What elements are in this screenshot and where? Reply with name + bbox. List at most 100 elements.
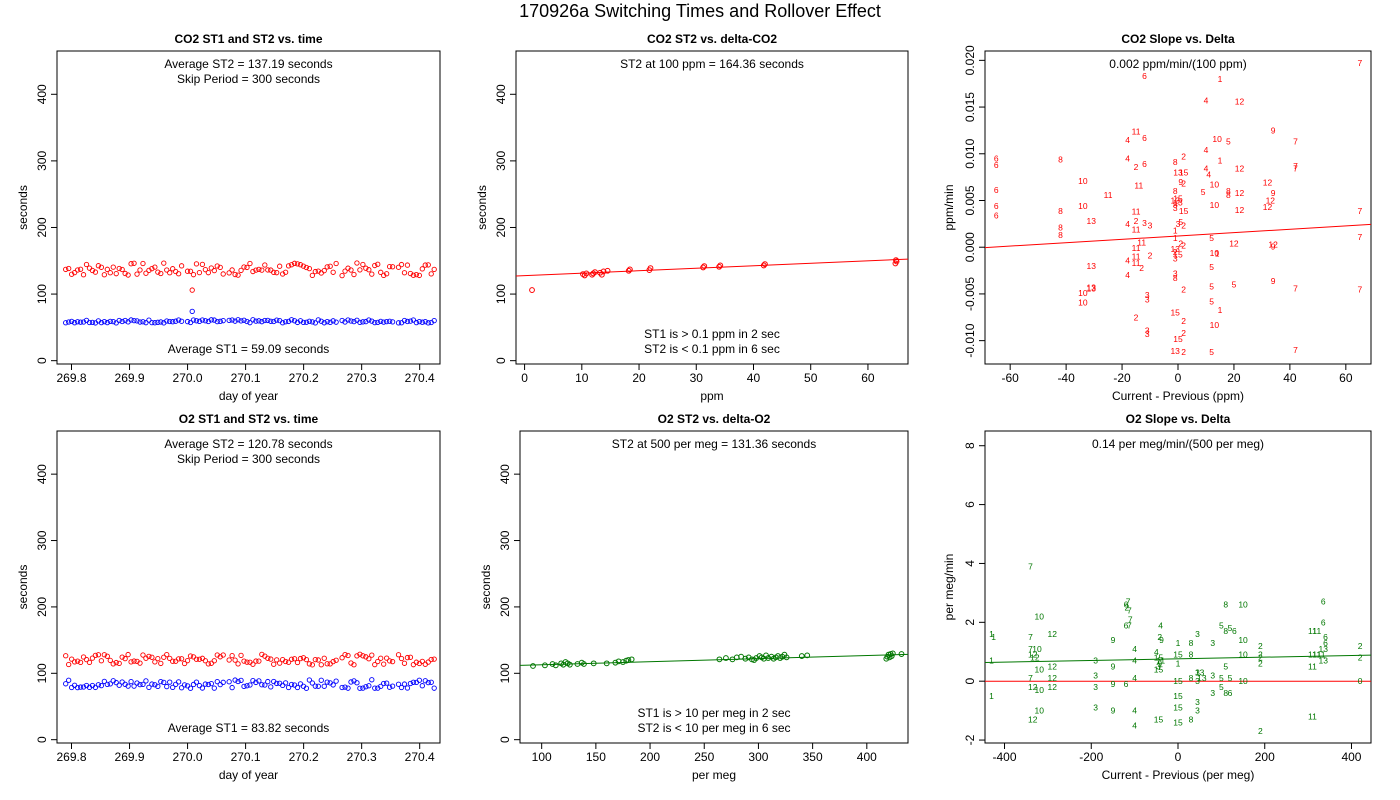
x-tick-label: 270.1 [231,371,261,385]
data-point-st2 [149,266,155,272]
data-point-st1 [134,680,140,686]
data-point-st2 [416,272,422,279]
data-point-st1 [360,685,366,691]
data-point-st1 [285,684,292,691]
data-point-st1 [250,317,256,323]
labeled-point: 3 [1176,219,1181,229]
data-point-st1 [431,317,437,324]
labeled-point: 2 [1181,179,1186,189]
data-point [783,654,790,661]
data-point-st2 [193,656,200,662]
labeled-point: 8 [1226,190,1231,200]
data-point-st2 [77,659,84,666]
data-point-st2 [175,656,182,662]
x-tick-label: 0 [1175,750,1182,764]
labeled-point: 11 [1132,224,1141,234]
annotation-slope: 0.002 ppm/min/(100 ppm) [1109,57,1246,71]
data-point-st2 [104,266,110,272]
labeled-point: 7 [1357,284,1362,294]
labeled-point: 2 [1181,284,1186,294]
data-point-st2 [229,652,235,659]
labeled-point: 5 [1223,661,1228,671]
data-point-st2 [173,268,179,275]
data-point-st1 [389,319,396,325]
labeled-point: 1 [1218,305,1223,315]
data-point-st2 [146,653,152,660]
data-point-st2 [187,268,194,274]
labeled-point: 7 [1028,644,1033,654]
data-point [583,270,590,277]
data-point-st2 [357,267,363,273]
data-point-st1 [128,317,134,323]
data-point-st1 [149,320,155,326]
data-point-st1 [348,679,354,685]
data-point-st2 [164,651,170,658]
data-point-st2 [241,264,247,270]
labeled-point: 3 [1195,676,1200,686]
data-point-st2 [274,657,280,663]
labeled-point: 4 [1204,96,1209,106]
data-point-st2 [119,654,125,660]
labeled-point: 12 [1047,661,1057,671]
data-point-st2 [312,268,318,275]
data-point [804,652,811,659]
data-point [898,651,905,657]
data-point-st2 [205,270,211,276]
labeled-point: 2 [1181,221,1186,231]
data-point-st2 [167,270,173,276]
x-tick-label: 60 [861,371,875,385]
data-point-st2 [101,652,107,658]
data-point-st1 [354,680,360,686]
data-point-st2 [282,658,289,665]
plot-frame [56,50,441,365]
data-point-st2 [161,654,167,660]
data-point-st1 [68,684,75,691]
data-point-st1 [360,319,366,325]
y-tick-label: 8 [963,442,977,449]
plot-area [63,260,437,326]
data-point-st2 [274,270,280,276]
data-point-st2 [184,658,191,664]
data-point-st1 [164,318,170,324]
data-point-st1 [324,319,330,325]
data-point-st1 [146,684,152,691]
data-point-st1 [404,685,411,691]
labeled-point: 4 [1132,673,1137,683]
data-point-st2 [125,651,131,658]
x-tick-label: 250 [694,750,714,764]
data-point-st2 [119,266,125,273]
y-tick-label: 2 [963,619,977,626]
data-point-st2 [202,658,209,664]
data-point-st2 [309,272,316,279]
labeled-point: 7 [1357,232,1362,242]
data-point-st1 [425,679,431,686]
data-point [598,271,605,278]
data-point-st1 [306,318,313,324]
y-tick-label: 300 [494,151,508,171]
data-point-st1 [104,681,110,688]
y-axis-label: seconds [16,185,30,230]
data-point-st1 [98,319,105,326]
x-tick-label: -20 [1113,371,1131,385]
x-tick-label: 400 [857,750,877,764]
data-point-st1 [158,319,164,325]
data-point-st1 [137,681,143,688]
data-point-st1 [247,320,253,326]
labeled-point: 6 [1323,638,1328,648]
outlier-point-st1 [189,308,195,315]
y-tick-label: 6 [963,501,977,508]
data-point-st2 [196,269,203,276]
x-tick-label: 270.0 [173,371,203,385]
data-point-st1 [107,318,113,325]
x-tick-label: 20 [632,371,646,385]
data-point-st2 [378,269,384,275]
data-point-st1 [297,681,304,687]
labeled-point: 10 [1238,635,1248,645]
data-point-st1 [187,685,194,691]
data-point [765,655,772,661]
data-point-st1 [241,683,247,689]
labeled-point: 10 [1032,644,1042,654]
data-point-st1 [220,318,226,324]
data-point-st2 [327,263,333,269]
annotation-st2-at: ST2 at 500 per meg = 131.36 seconds [612,437,816,451]
